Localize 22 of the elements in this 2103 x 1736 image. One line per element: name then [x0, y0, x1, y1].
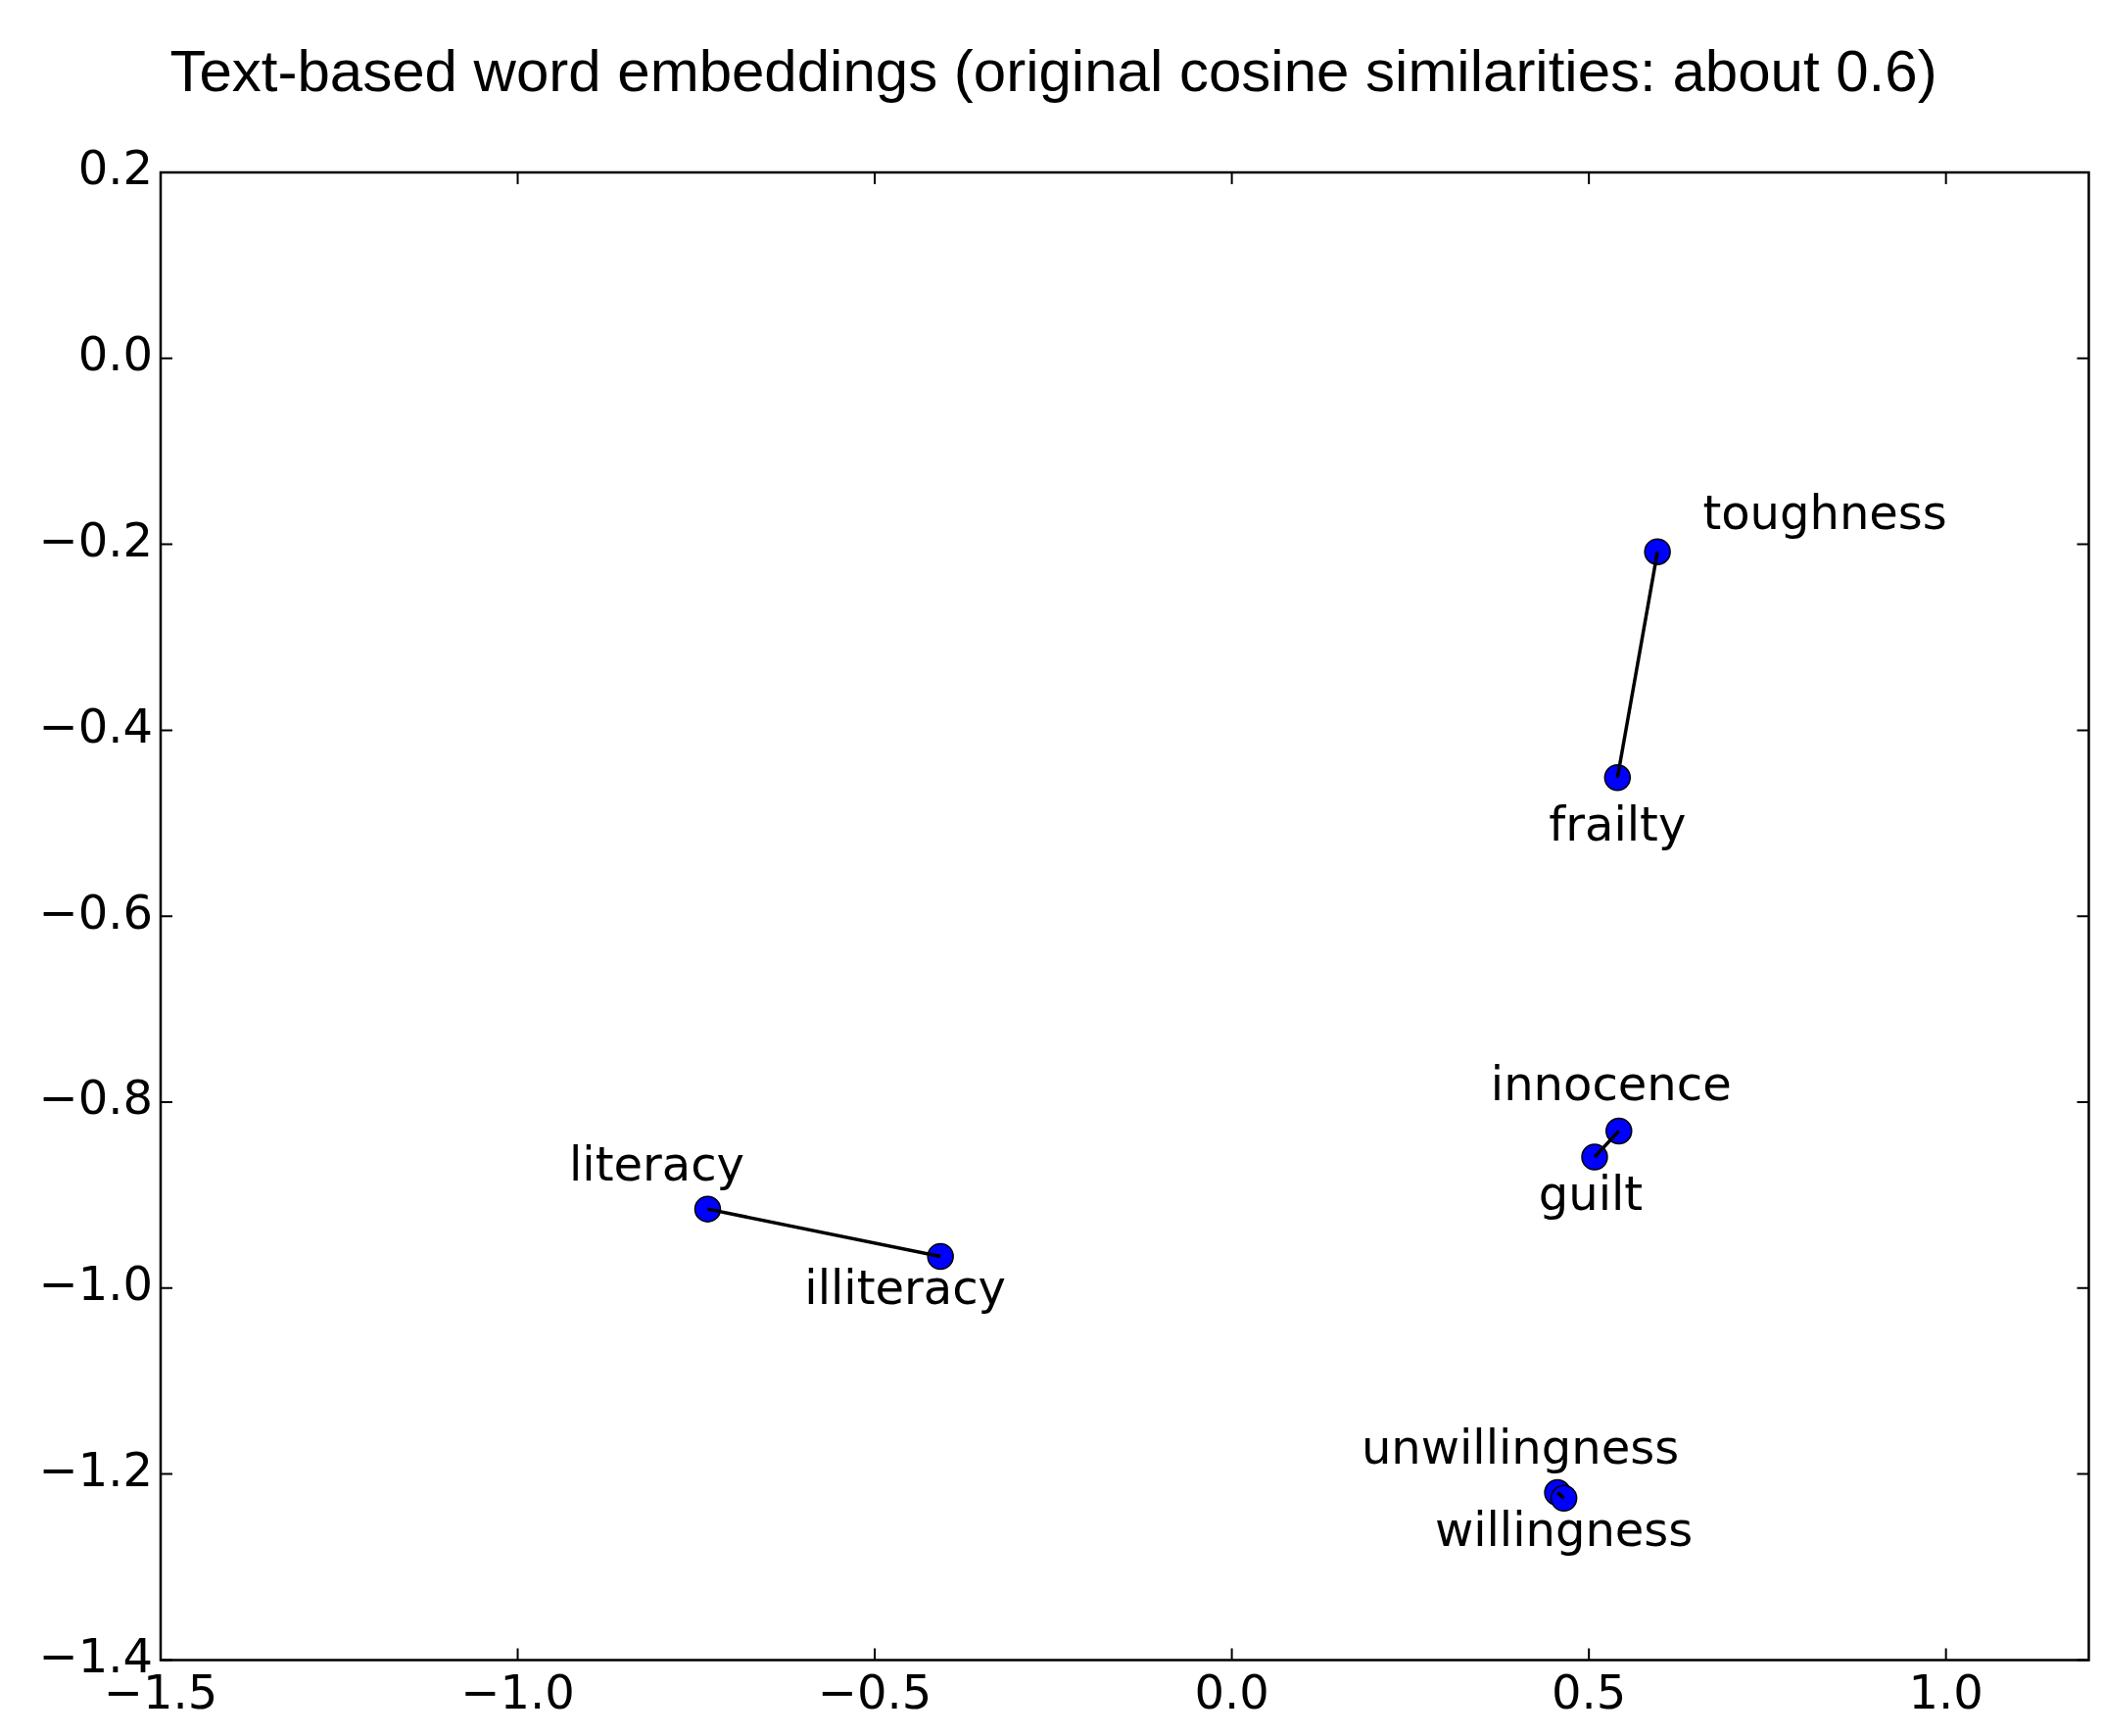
annotation: toughness: [1702, 484, 1947, 540]
y-tick-label: −0.8: [38, 1070, 153, 1126]
annotation: willingness: [1434, 1501, 1694, 1557]
y-tick-label: −1.2: [38, 1442, 153, 1498]
y-tick-label: −0.4: [38, 698, 153, 753]
y-tick-label: 0.2: [77, 140, 153, 196]
x-tick-label: 0.5: [1551, 1664, 1627, 1719]
annotation: illiteracy: [804, 1260, 1006, 1315]
y-tick-label: −1.0: [38, 1256, 153, 1312]
x-tick-label: −0.5: [817, 1664, 932, 1719]
chart-title: Text-based word embeddings (original cosine similarities: about 0.6): [169, 37, 1937, 104]
y-tick-label: −0.6: [38, 884, 153, 940]
annotation: unwillingness: [1361, 1420, 1680, 1475]
x-tick-label: −1.0: [460, 1664, 575, 1719]
annotation: innocence: [1490, 1055, 1732, 1111]
y-tick-label: −0.2: [38, 512, 153, 568]
annotation: guilt: [1538, 1166, 1644, 1222]
annotation: literacy: [568, 1135, 744, 1191]
annotation: frailty: [1549, 796, 1687, 852]
x-tick-label: 0.0: [1194, 1664, 1269, 1719]
x-tick-label: 1.0: [1908, 1664, 1984, 1719]
y-tick-label: 0.0: [77, 326, 153, 382]
